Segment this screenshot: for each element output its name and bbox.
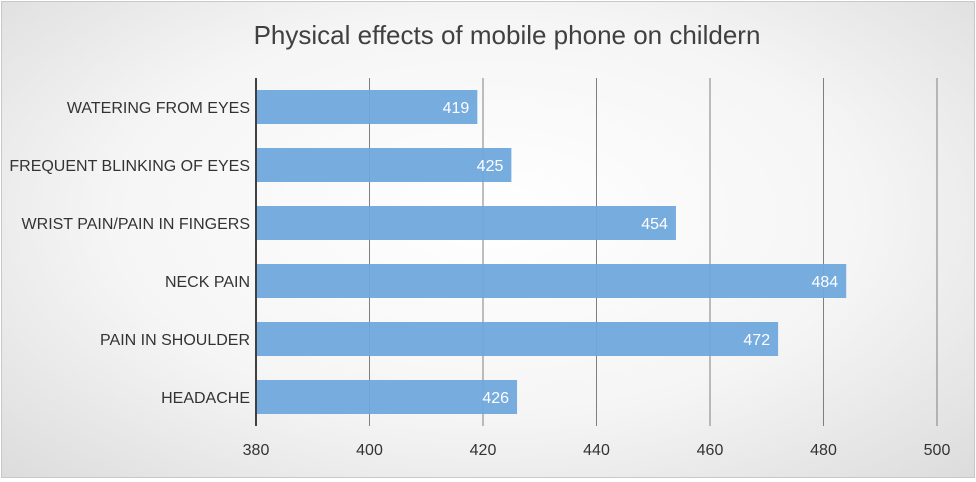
bar: [256, 90, 478, 124]
x-tick-label: 460: [697, 442, 724, 459]
x-tick-label: 380: [243, 442, 270, 459]
data-label: 425: [477, 158, 504, 175]
bar: [256, 206, 676, 240]
category-label: HEADACHE: [161, 390, 250, 407]
data-label: 484: [811, 274, 838, 291]
category-label: NECK PAIN: [165, 274, 250, 291]
bar: [256, 264, 847, 298]
chart-title: Physical effects of mobile phone on chil…: [254, 20, 761, 50]
x-tick-label: 420: [470, 442, 497, 459]
bars: 419 425 454 484 472 426: [256, 90, 847, 414]
data-label: 419: [443, 100, 470, 117]
bar: [256, 148, 512, 182]
data-label: 454: [641, 216, 668, 233]
category-label: FREQUENT BLINKING OF EYES: [9, 158, 250, 175]
gridlines: [369, 78, 938, 426]
bar: [256, 380, 518, 414]
data-label: 426: [482, 390, 509, 407]
x-tick-label: 480: [810, 442, 837, 459]
x-tick-label: 500: [924, 442, 951, 459]
x-tick-label: 400: [356, 442, 383, 459]
category-label: WRIST PAIN/PAIN IN FINGERS: [22, 216, 250, 233]
value-axis-ticks: 380 400 420 440 460 480 500: [243, 442, 951, 459]
x-tick-label: 440: [583, 442, 610, 459]
category-label: WATERING FROM EYES: [67, 100, 250, 117]
category-axis: WATERING FROM EYES FREQUENT BLINKING OF E…: [9, 78, 257, 426]
data-label: 472: [743, 332, 770, 349]
category-label: PAIN IN SHOULDER: [100, 332, 250, 349]
bar: [256, 322, 779, 356]
